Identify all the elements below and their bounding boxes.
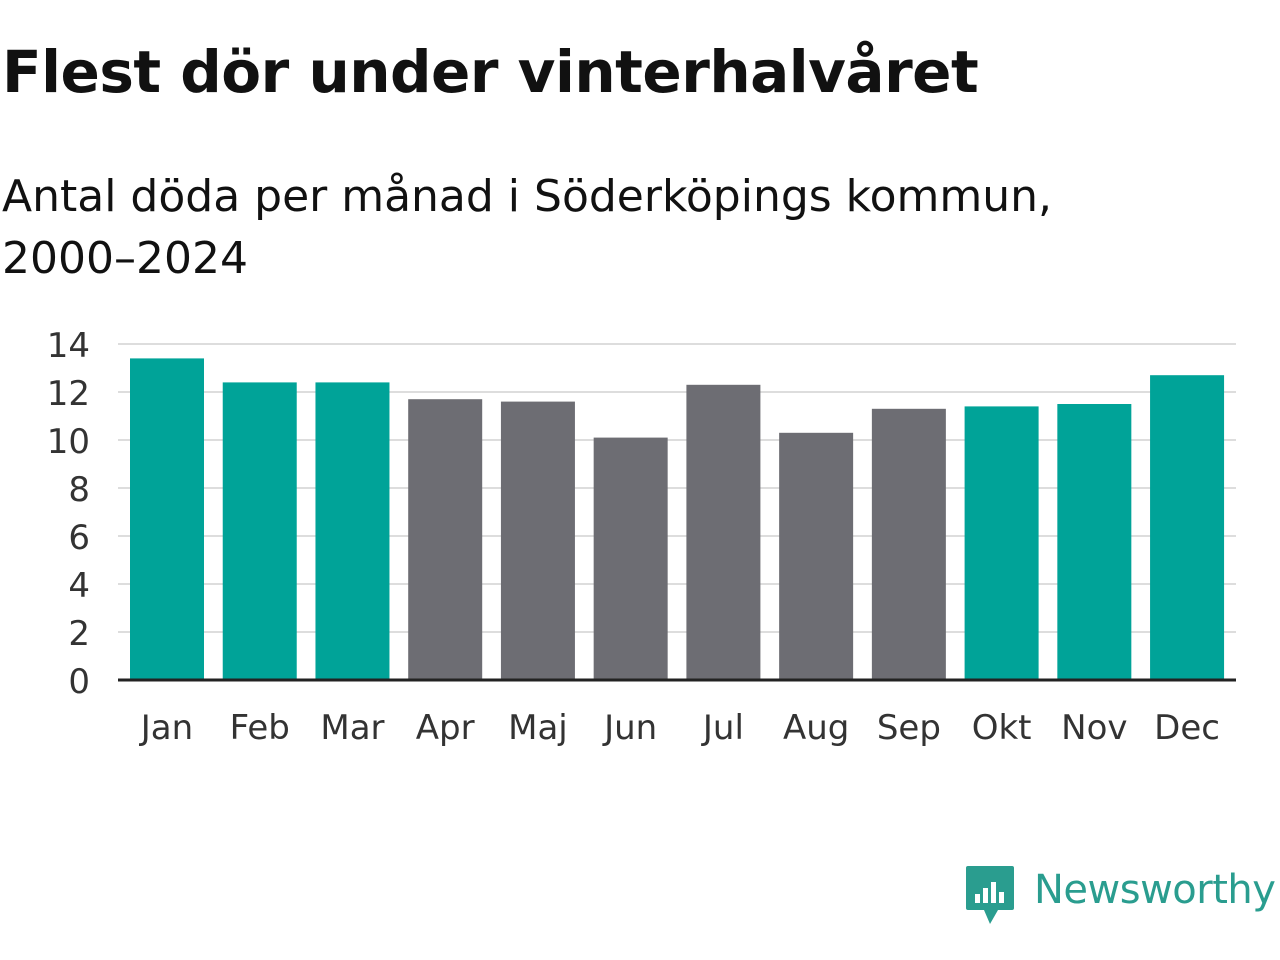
x-tick-label: Apr xyxy=(416,708,475,748)
bars xyxy=(130,358,1225,680)
y-tick-label: 0 xyxy=(68,662,90,702)
x-tick-label: Feb xyxy=(230,708,290,748)
x-tick-label: Jun xyxy=(602,708,657,748)
bar-jun xyxy=(593,437,668,680)
bar-feb xyxy=(222,382,297,680)
x-tick-label: Nov xyxy=(1061,708,1127,748)
chart-title: Flest dör under vinterhalvåret xyxy=(2,38,979,106)
x-tick-label: Sep xyxy=(877,708,941,748)
bar-nov xyxy=(1057,404,1132,680)
bar-jan xyxy=(130,358,204,680)
y-axis-ticks: 0 2 4 6 8 10 12 14 xyxy=(47,326,90,702)
y-tick-label: 4 xyxy=(68,566,90,606)
x-tick-label: Jul xyxy=(701,708,744,748)
x-axis-ticks: Jan Feb Mar Apr Maj Jun Jul Aug Sep Okt Nov Dec xyxy=(139,708,1220,748)
newsworthy-logo-icon xyxy=(966,866,1014,924)
gridlines xyxy=(118,343,1236,633)
bar-jul xyxy=(686,384,761,680)
bar-maj xyxy=(500,401,575,680)
y-tick-label: 6 xyxy=(68,518,90,558)
bar-okt xyxy=(964,406,1039,680)
newsworthy-logo-text: Newsworthy xyxy=(1034,867,1276,913)
chart-subtitle: Antal döda per månad i Söderköpings komm… xyxy=(2,171,1052,284)
bar-aug xyxy=(779,432,854,680)
x-tick-label: Mar xyxy=(320,708,384,748)
bar-dec xyxy=(1150,375,1225,680)
x-tick-label: Aug xyxy=(783,708,849,748)
bar-chart: 0 2 4 6 8 10 12 14 Jan Feb Mar Apr Maj Jun Jul Aug Sep O… xyxy=(47,326,1236,748)
x-tick-label: Okt xyxy=(972,708,1032,748)
y-tick-label: 12 xyxy=(47,374,90,414)
newsworthy-logo: Newsworthy xyxy=(964,864,1276,928)
bar-apr xyxy=(408,399,483,680)
bar-sep xyxy=(871,408,946,680)
x-tick-label: Maj xyxy=(508,708,568,748)
x-tick-label: Dec xyxy=(1154,708,1220,748)
y-tick-label: 10 xyxy=(47,422,90,462)
y-tick-label: 8 xyxy=(68,470,90,510)
bar-mar xyxy=(315,382,390,680)
y-tick-label: 2 xyxy=(68,614,90,654)
x-tick-label: Jan xyxy=(139,708,193,748)
y-tick-label: 14 xyxy=(47,326,90,366)
